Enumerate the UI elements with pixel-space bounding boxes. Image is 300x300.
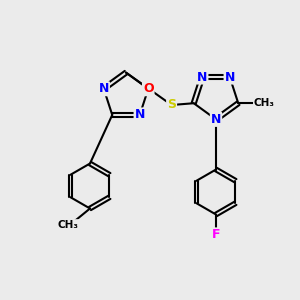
Text: N: N (135, 108, 145, 122)
Text: F: F (212, 228, 220, 242)
Text: N: N (99, 82, 109, 95)
Text: N: N (225, 70, 235, 84)
Text: N: N (197, 70, 207, 84)
Text: CH₃: CH₃ (58, 220, 79, 230)
Text: S: S (167, 98, 176, 112)
Text: O: O (143, 82, 154, 95)
Text: CH₃: CH₃ (254, 98, 275, 108)
Text: N: N (211, 113, 221, 126)
